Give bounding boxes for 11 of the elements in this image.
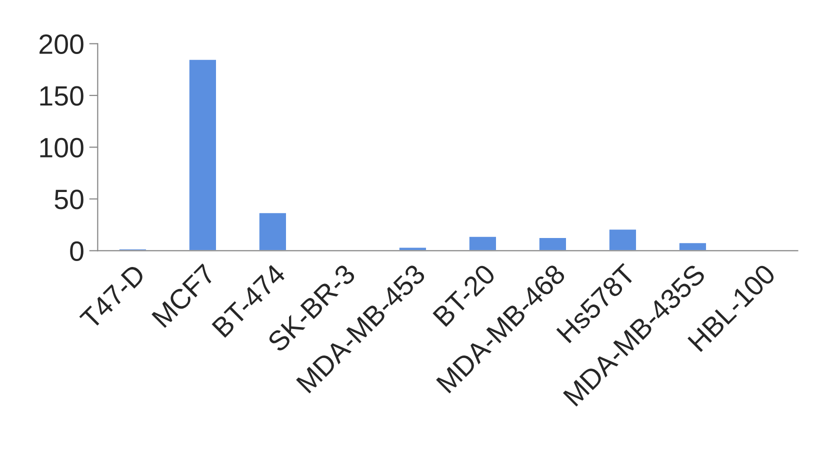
y-tick-label: 100 — [40, 138, 84, 158]
bar — [608, 228, 638, 251]
y-tick-label: 0 — [70, 241, 84, 262]
y-tick-label: 50 — [54, 190, 84, 210]
y-tick-label: 150 — [40, 86, 84, 106]
bar — [258, 212, 288, 251]
y-tick-label: 200 — [40, 34, 84, 54]
bar — [188, 58, 218, 251]
bar — [678, 242, 708, 251]
bar — [468, 236, 498, 251]
bar — [538, 236, 568, 251]
